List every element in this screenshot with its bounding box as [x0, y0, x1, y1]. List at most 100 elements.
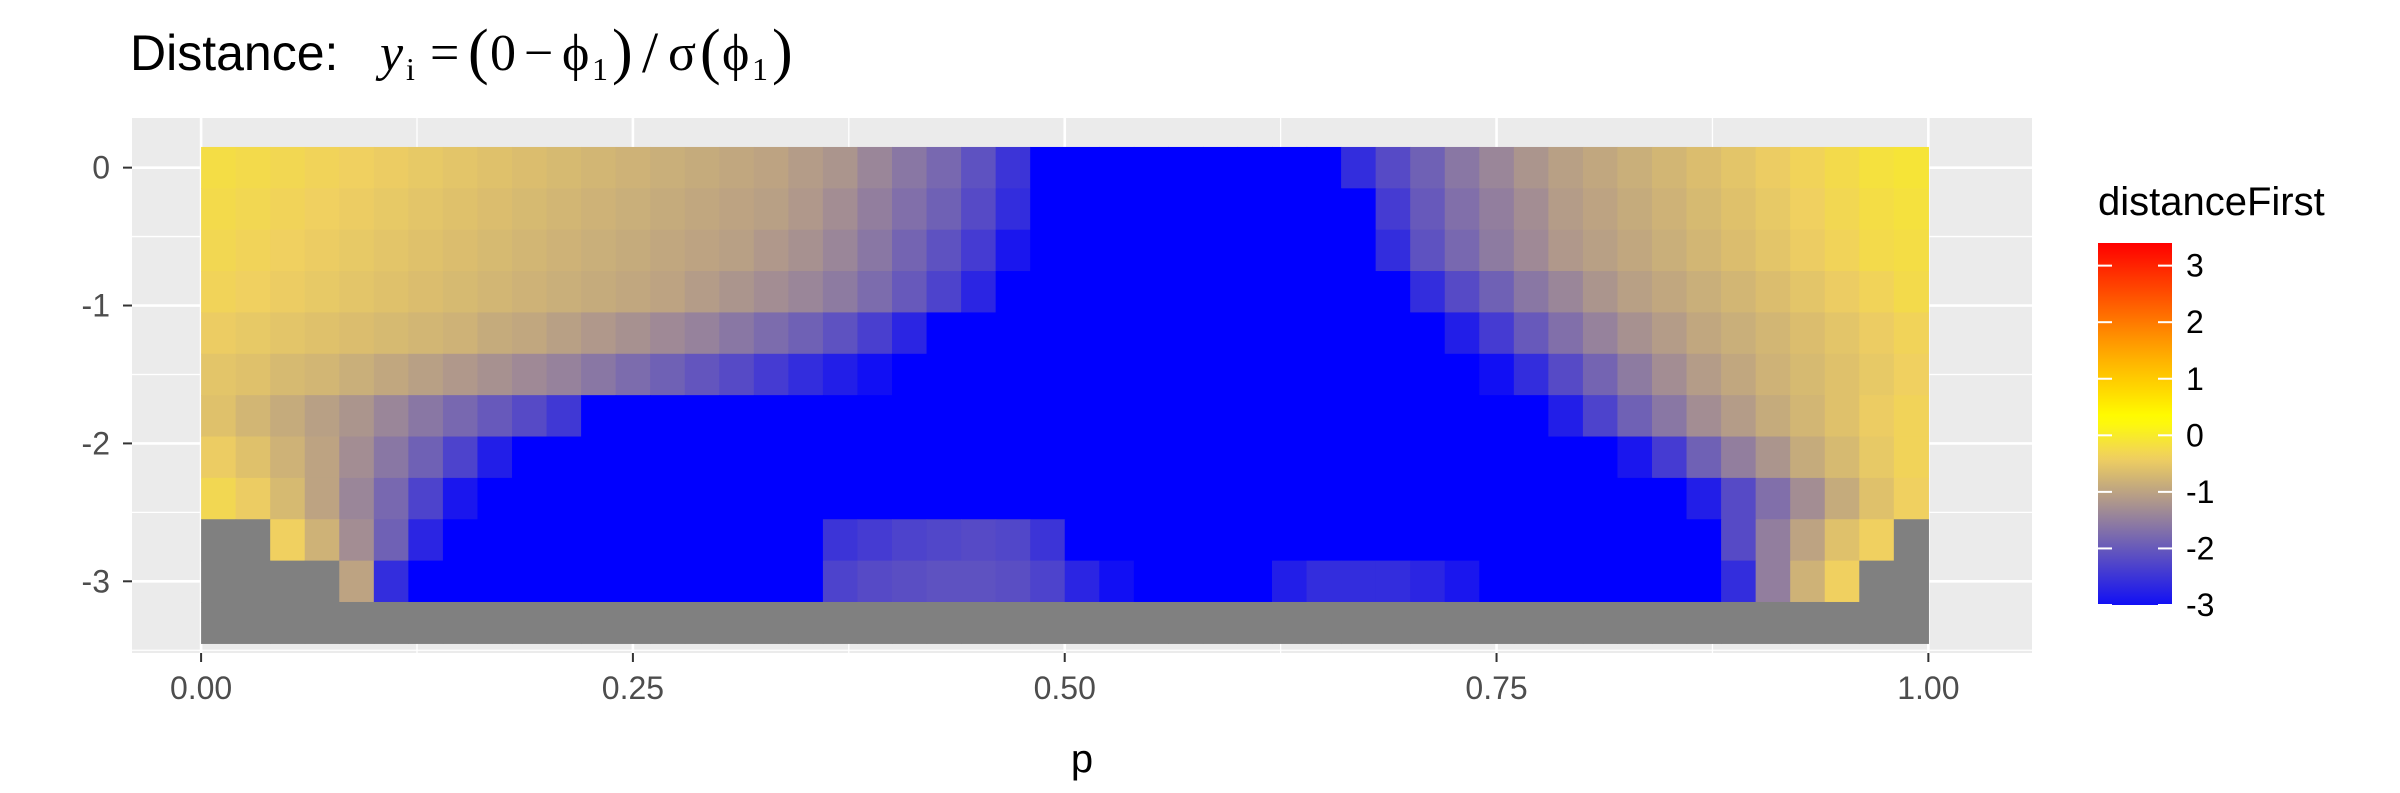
heatmap-cell — [1513, 436, 1549, 479]
heatmap-cell — [581, 395, 617, 438]
heatmap-cell — [1686, 312, 1722, 355]
heatmap-cell — [1755, 188, 1791, 231]
heatmap-cell — [961, 601, 997, 644]
heatmap-cell — [1582, 146, 1619, 189]
heatmap-cell — [1375, 271, 1411, 314]
heatmap-cell — [1652, 188, 1688, 231]
heatmap-cell — [546, 229, 582, 272]
heatmap-cell — [1893, 312, 1929, 355]
heatmap-cell — [1824, 519, 1860, 562]
heatmap-cell — [1410, 436, 1446, 479]
heatmap-cell — [857, 188, 893, 231]
heatmap-cell — [304, 312, 340, 355]
heatmap-cell — [684, 229, 720, 272]
heatmap-cell — [1755, 560, 1791, 603]
heatmap-cell — [339, 436, 375, 479]
heatmap-cell — [235, 519, 271, 562]
heatmap-cell — [892, 146, 928, 189]
heatmap-cell — [1513, 477, 1549, 520]
heatmap-cell — [1582, 519, 1619, 562]
heatmap-cell — [1513, 229, 1549, 272]
x-axis-title: p — [1071, 737, 1093, 781]
heatmap-cell — [477, 477, 513, 520]
heatmap-cell — [373, 188, 409, 231]
heatmap-cell — [788, 229, 824, 272]
heatmap-cell — [1893, 519, 1929, 562]
heatmap-cell — [961, 519, 997, 562]
heatmap-cell — [442, 188, 479, 231]
heatmap-cell — [235, 146, 271, 189]
heatmap-cell — [1582, 601, 1619, 644]
chart-title-right-paren-2: ) — [772, 18, 793, 86]
heatmap-cell — [1410, 560, 1446, 603]
heatmap-cell — [512, 188, 548, 231]
heatmap-cell — [1064, 146, 1100, 189]
heatmap-cell — [546, 353, 582, 396]
heatmap-cell — [1721, 436, 1757, 479]
heatmap-cell — [1237, 188, 1273, 231]
heatmap-cell — [995, 436, 1031, 479]
heatmap-cell — [1479, 312, 1515, 355]
heatmap-cell — [1030, 188, 1066, 231]
heatmap-cell — [270, 353, 306, 396]
heatmap-cell — [1824, 395, 1860, 438]
heatmap-cell — [581, 353, 617, 396]
heatmap-cell — [442, 477, 479, 520]
heatmap-cell — [1237, 353, 1273, 396]
chart-title-phi-2: ϕ — [722, 25, 749, 82]
heatmap-cell — [270, 519, 306, 562]
heatmap-cell — [1582, 312, 1619, 355]
heatmap-cell — [1652, 395, 1688, 438]
heatmap-cell — [822, 601, 859, 644]
heatmap-cell — [1755, 353, 1791, 396]
heatmap-cell — [546, 188, 582, 231]
heatmap-cell — [339, 271, 375, 314]
heatmap-cell — [408, 229, 444, 272]
heatmap-cell — [615, 271, 651, 314]
heatmap-cell — [926, 188, 962, 231]
heatmap-cell — [892, 312, 928, 355]
heatmap-cell — [512, 229, 548, 272]
heatmap-cell — [1272, 436, 1308, 479]
heatmap-cell — [1272, 146, 1308, 189]
heatmap-cell — [753, 188, 789, 231]
heatmap-cell — [1824, 146, 1860, 189]
heatmap-cell — [892, 601, 928, 644]
heatmap-cell — [926, 601, 962, 644]
heatmap-cell — [1721, 229, 1757, 272]
heatmap-cell — [1341, 560, 1377, 603]
heatmap-cell — [650, 477, 686, 520]
heatmap-cell — [1237, 601, 1273, 644]
heatmap-cell — [892, 436, 928, 479]
legend-label: 1 — [2186, 361, 2204, 397]
legend-title: distanceFirst — [2098, 180, 2325, 224]
heatmap-cell — [1375, 560, 1411, 603]
heatmap-cell — [1341, 353, 1377, 396]
heatmap-cell — [304, 271, 340, 314]
legend-label: 0 — [2186, 417, 2204, 453]
heatmap-cell — [926, 146, 962, 189]
heatmap-cell — [1168, 146, 1204, 189]
heatmap-cell — [1513, 519, 1549, 562]
x-tick-label: 0.25 — [602, 670, 664, 706]
heatmap-cell — [1790, 229, 1826, 272]
chart-title-equals: = — [430, 25, 459, 82]
heatmap-cell — [477, 353, 513, 396]
heatmap-cell — [201, 229, 237, 272]
heatmap-cell — [1548, 271, 1584, 314]
heatmap-cell — [1410, 229, 1446, 272]
heatmap-cell — [1721, 271, 1757, 314]
heatmap-cell — [615, 146, 651, 189]
heatmap-cell — [408, 601, 444, 644]
heatmap-cell — [235, 271, 271, 314]
heatmap-cell — [1617, 188, 1653, 231]
heatmap-cell — [1064, 601, 1100, 644]
heatmap-cell — [892, 353, 928, 396]
heatmap-cell — [822, 229, 859, 272]
heatmap-cell — [1652, 229, 1688, 272]
heatmap-cell — [1306, 395, 1342, 438]
heatmap-cell — [1513, 560, 1549, 603]
heatmap-cell — [1133, 601, 1169, 644]
heatmap-cell — [235, 560, 271, 603]
heatmap-cell — [926, 519, 962, 562]
